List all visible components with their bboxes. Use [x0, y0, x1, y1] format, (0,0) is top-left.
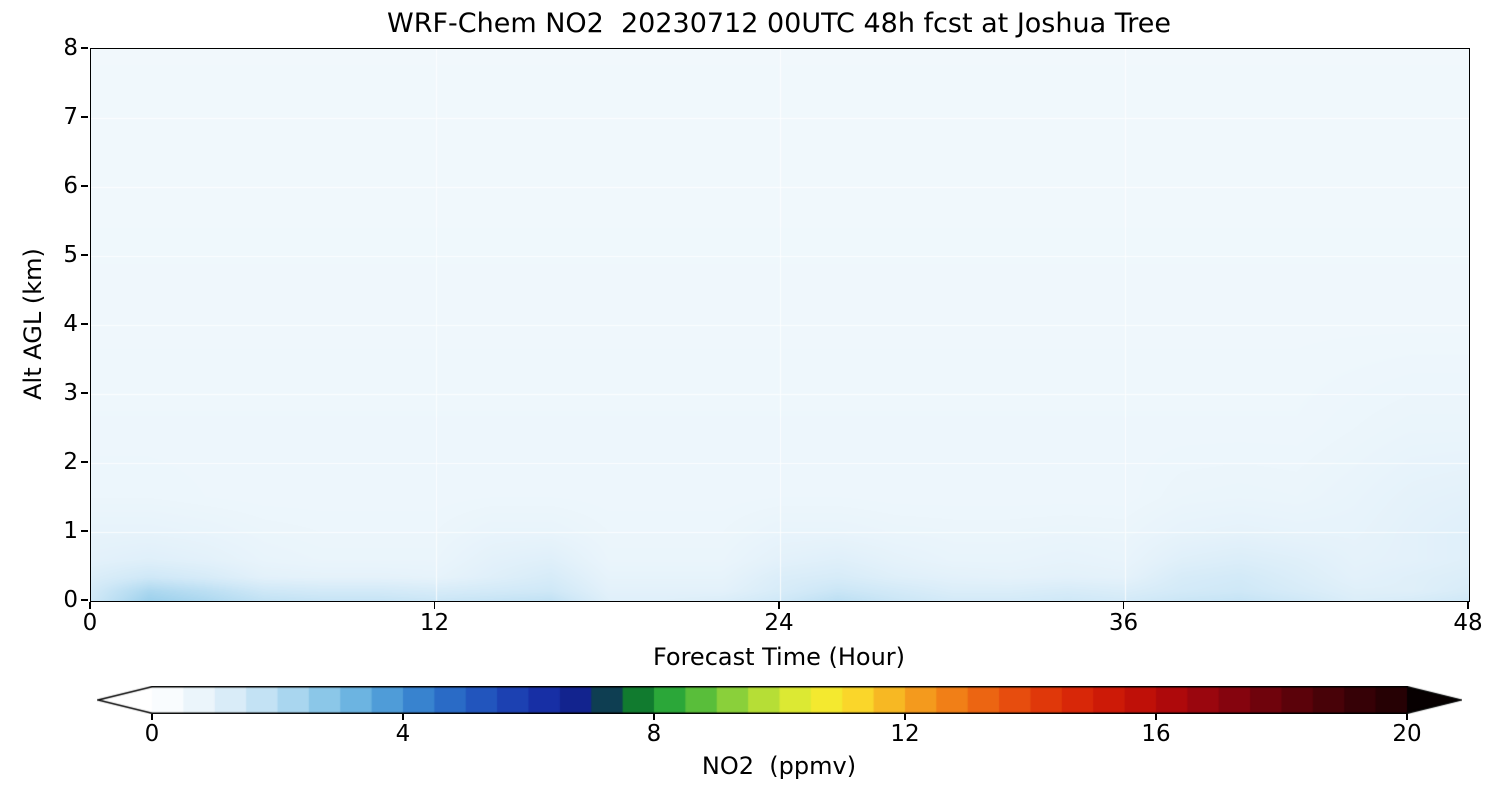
colorbar	[97, 686, 1462, 718]
y-tick-label: 7	[63, 104, 78, 130]
colorbar-tick	[1406, 714, 1408, 720]
x-tick-label: 0	[82, 610, 98, 636]
y-tick-label: 0	[63, 587, 78, 613]
y-tick	[81, 185, 89, 187]
y-tick	[81, 323, 89, 325]
colorbar-label: NO2 (ppmv)	[701, 752, 857, 780]
y-tick	[81, 599, 89, 601]
y-tick	[81, 530, 89, 532]
colorbar-tick-label: 16	[1141, 721, 1171, 747]
heatmap-canvas	[91, 49, 1469, 601]
y-tick-label: 8	[63, 35, 78, 61]
x-tick	[89, 601, 91, 609]
y-tick-label: 3	[63, 380, 78, 406]
plot-area	[90, 48, 1470, 602]
x-tick	[778, 601, 780, 609]
y-tick-label: 1	[63, 518, 78, 544]
colorbar-canvas	[97, 686, 1462, 714]
chart-title: WRF-Chem NO2 20230712 00UTC 48h fcst at …	[387, 8, 1171, 39]
colorbar-tick-label: 0	[144, 721, 160, 747]
colorbar-tick	[1155, 714, 1157, 720]
y-tick	[81, 392, 89, 394]
x-tick-label: 48	[1453, 610, 1483, 636]
x-tick-label: 36	[1108, 610, 1139, 636]
y-tick-label: 2	[63, 449, 78, 475]
x-tick	[1467, 601, 1469, 609]
colorbar-tick-label: 4	[395, 721, 411, 747]
colorbar-tick-label: 12	[890, 721, 920, 747]
y-tick	[81, 461, 89, 463]
x-tick	[433, 601, 436, 609]
colorbar-tick-label: 20	[1392, 721, 1422, 747]
y-tick	[81, 116, 89, 118]
y-tick-label: 6	[63, 173, 78, 199]
x-axis-label: Forecast Time (Hour)	[652, 643, 906, 671]
colorbar-tick	[653, 714, 655, 720]
y-tick-label: 5	[63, 242, 78, 268]
colorbar-tick-label: 8	[646, 721, 662, 747]
y-tick-label: 4	[63, 311, 78, 337]
x-tick-label: 24	[764, 610, 794, 636]
colorbar-tick	[151, 714, 153, 720]
y-tick	[81, 47, 89, 49]
x-tick-label: 12	[419, 610, 450, 636]
y-tick	[81, 254, 89, 256]
x-tick	[1122, 601, 1125, 609]
colorbar-tick	[904, 714, 906, 720]
colorbar-tick	[402, 714, 404, 720]
